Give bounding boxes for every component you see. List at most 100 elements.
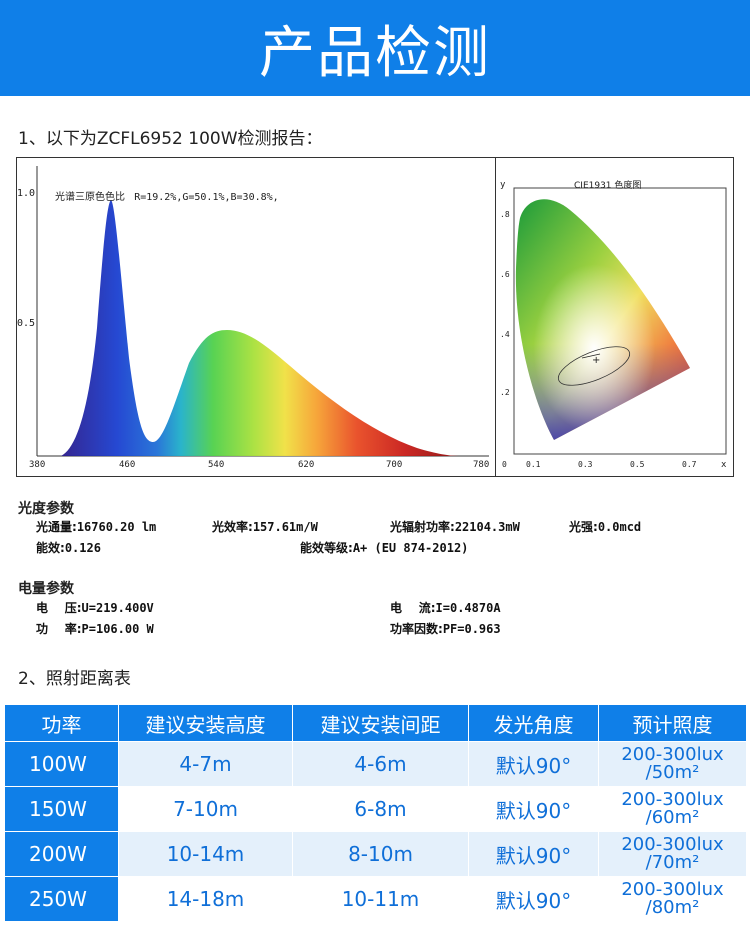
cell-height: 4-7m bbox=[118, 741, 293, 787]
cell-spacing: 6-8m bbox=[292, 786, 469, 832]
energy-eff-row: 能效:0.126 bbox=[36, 539, 101, 556]
photometric-title: 光度参数 bbox=[18, 501, 74, 517]
cell-angle: 默认90° bbox=[468, 786, 599, 832]
cell-lux: 200-300lux/50m² bbox=[598, 741, 747, 787]
efficacy-value: 157.61m/W bbox=[252, 520, 318, 534]
cie-y-tick: .2 bbox=[500, 388, 510, 397]
cie-y-axis: y bbox=[500, 180, 506, 190]
voltage-row: 电 压:U=219.400V bbox=[36, 599, 154, 616]
x-tick: 380 bbox=[29, 460, 46, 470]
x-tick: 700 bbox=[386, 460, 403, 470]
flux-label: 光通量: bbox=[36, 520, 77, 534]
power-value: P=106.00 W bbox=[81, 622, 154, 636]
cie-x-tick: 0 bbox=[502, 460, 507, 469]
cell-angle: 默认90° bbox=[468, 741, 599, 787]
x-tick: 460 bbox=[119, 460, 136, 470]
spectrum-annotation: 光谱三原色色比 bbox=[55, 192, 125, 203]
electrical-title: 电量参数 bbox=[18, 581, 74, 597]
lux-area: /50m² bbox=[645, 762, 700, 783]
spectrum-ratio: R=19.2%,G=50.1%,B=30.8%, bbox=[134, 192, 279, 203]
section-title-report: 1、以下为ZCFL6952 100W检测报告： bbox=[18, 129, 323, 149]
cie-y-tick: .4 bbox=[500, 330, 510, 339]
cie-y-tick: .8 bbox=[500, 210, 510, 219]
col-header-height: 建议安装高度 bbox=[118, 704, 293, 742]
y-tick-05: 0.5 bbox=[17, 318, 36, 329]
current-label: 电 流: bbox=[390, 601, 436, 615]
flux-value: 16760.20 lm bbox=[76, 520, 157, 534]
efficacy-row: 光效率:157.61m/W bbox=[212, 518, 318, 535]
cell-spacing: 4-6m bbox=[292, 741, 469, 787]
cell-spacing: 10-11m bbox=[292, 876, 469, 922]
lux-area: /60m² bbox=[645, 807, 700, 828]
distance-table: 功率 建议安装高度 建议安装间距 发光角度 预计照度 100W 4-7m 4-6… bbox=[4, 704, 747, 922]
voltage-value: U=219.400V bbox=[81, 601, 154, 615]
y-tick-1: 1.0 bbox=[17, 188, 36, 199]
cie-x-tick: 0.5 bbox=[630, 460, 645, 469]
cie-svg: + bbox=[513, 187, 727, 455]
cie-x-tick: 0.7 bbox=[682, 460, 697, 469]
energy-class-label: 能效等级: bbox=[300, 541, 353, 555]
radiant-value: 22104.3mW bbox=[454, 520, 520, 534]
energy-class-value: A+ (EU 874-2012) bbox=[352, 541, 469, 555]
cie-y-tick: .6 bbox=[500, 270, 510, 279]
voltage-label: 电 压: bbox=[36, 601, 82, 615]
pf-row: 功率因数:PF=0.963 bbox=[390, 620, 501, 637]
flux-row: 光通量:16760.20 lm bbox=[36, 518, 156, 535]
cell-power: 100W bbox=[4, 741, 119, 787]
lux-range: 200-300lux bbox=[621, 789, 724, 810]
energy-eff-value: 0.126 bbox=[64, 541, 101, 555]
x-tick: 620 bbox=[298, 460, 315, 470]
pf-label: 功率因数: bbox=[390, 622, 443, 636]
cell-power: 150W bbox=[4, 786, 119, 832]
radiant-label: 光辐射功率: bbox=[390, 520, 455, 534]
x-tick: 780 bbox=[473, 460, 490, 470]
cie-x-tick: 0.1 bbox=[526, 460, 541, 469]
cell-angle: 默认90° bbox=[468, 831, 599, 877]
cell-lux: 200-300lux/70m² bbox=[598, 831, 747, 877]
cell-lux: 200-300lux/80m² bbox=[598, 876, 747, 922]
table-row: 150W 7-10m 6-8m 默认90° 200-300lux/60m² bbox=[4, 786, 747, 832]
cie-title: CIE1931 色度图 bbox=[574, 181, 642, 191]
svg-text:+: + bbox=[592, 355, 600, 366]
lux-range: 200-300lux bbox=[621, 834, 724, 855]
cell-power: 250W bbox=[4, 876, 119, 922]
spectrum-chart: 1.0 0.5 光谱三原色色比 R=19.2%,G=50.1%,B=30.8%,… bbox=[16, 157, 496, 477]
energy-class-row: 能效等级:A+ (EU 874-2012) bbox=[300, 539, 468, 556]
col-header-angle: 发光角度 bbox=[468, 704, 599, 742]
table-row: 250W 14-18m 10-11m 默认90° 200-300lux/80m² bbox=[4, 876, 747, 922]
cie-chart: + CIE1931 色度图 y x .8 .6 .4 .2 0 0.1 0.3 … bbox=[495, 157, 734, 477]
efficacy-label: 光效率: bbox=[212, 520, 253, 534]
cell-height: 14-18m bbox=[118, 876, 293, 922]
table-row: 200W 10-14m 8-10m 默认90° 200-300lux/70m² bbox=[4, 831, 747, 877]
spectrum-svg bbox=[36, 166, 489, 457]
pf-value: PF=0.963 bbox=[442, 622, 501, 636]
power-label: 功 率: bbox=[36, 622, 82, 636]
col-header-spacing: 建议安装间距 bbox=[292, 704, 469, 742]
x-tick: 540 bbox=[208, 460, 225, 470]
energy-eff-label: 能效: bbox=[36, 541, 65, 555]
current-row: 电 流:I=0.4870A bbox=[390, 599, 501, 616]
lux-range: 200-300lux bbox=[621, 879, 724, 900]
cie-x-axis: x bbox=[721, 460, 727, 470]
table-row: 100W 4-7m 4-6m 默认90° 200-300lux/50m² bbox=[4, 741, 747, 787]
lux-area: /70m² bbox=[645, 852, 700, 873]
radiant-row: 光辐射功率:22104.3mW bbox=[390, 518, 520, 535]
cell-angle: 默认90° bbox=[468, 876, 599, 922]
page-title: 产品检测 bbox=[259, 20, 491, 86]
intensity-value: 0.0mcd bbox=[597, 520, 642, 534]
col-header-lux: 预计照度 bbox=[598, 704, 747, 742]
cell-power: 200W bbox=[4, 831, 119, 877]
intensity-row: 光强:0.0mcd bbox=[569, 518, 641, 535]
cell-height: 7-10m bbox=[118, 786, 293, 832]
col-header-power: 功率 bbox=[4, 704, 119, 742]
cell-spacing: 8-10m bbox=[292, 831, 469, 877]
header-banner: 产品检测 bbox=[0, 0, 750, 96]
cell-lux: 200-300lux/60m² bbox=[598, 786, 747, 832]
spectrum-curve bbox=[61, 200, 461, 456]
cie-x-tick: 0.3 bbox=[578, 460, 593, 469]
lux-area: /80m² bbox=[645, 897, 700, 918]
current-value: I=0.4870A bbox=[435, 601, 501, 615]
lux-range: 200-300lux bbox=[621, 744, 724, 765]
intensity-label: 光强: bbox=[569, 520, 598, 534]
power-row: 功 率:P=106.00 W bbox=[36, 620, 154, 637]
